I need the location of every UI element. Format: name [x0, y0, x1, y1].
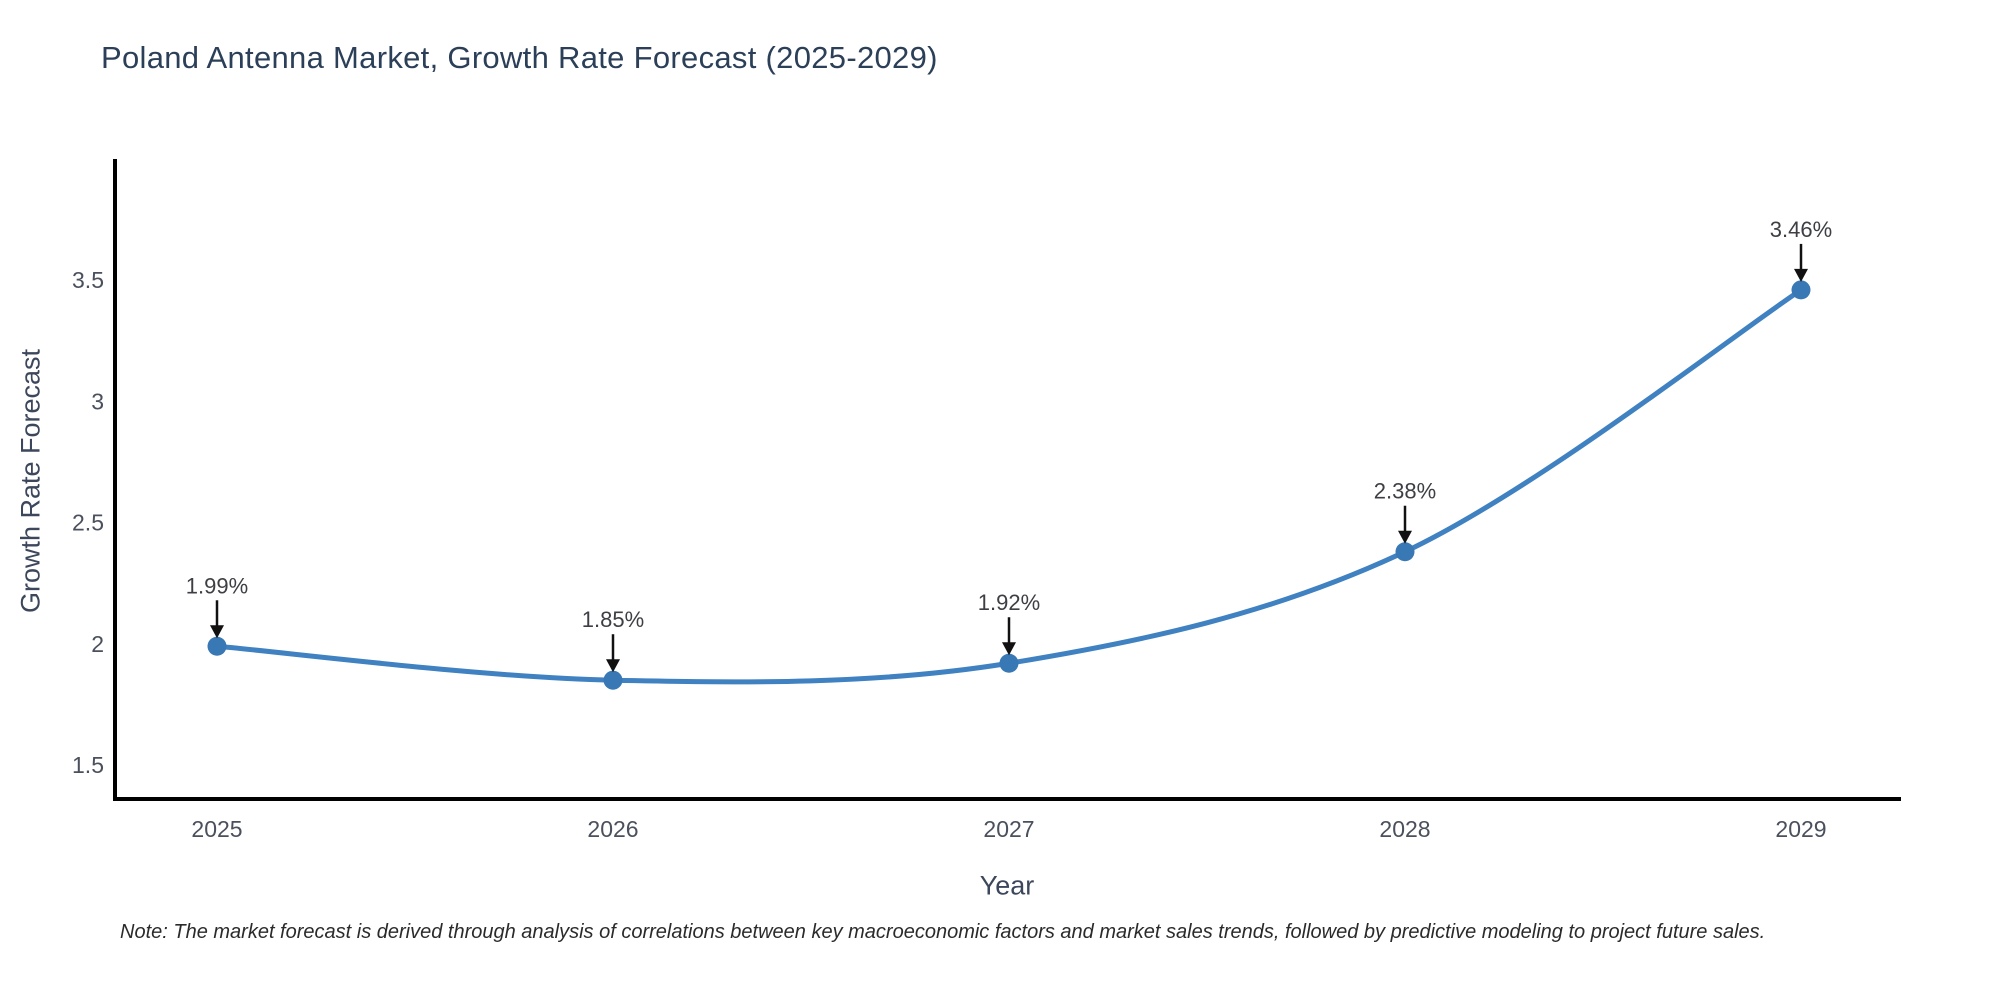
- series-line: [214, 287, 1804, 685]
- chart-title: Poland Antenna Market, Growth Rate Forec…: [101, 40, 938, 75]
- x-tick-label: 2029: [1775, 816, 1826, 842]
- annotation-arrowhead: [606, 659, 620, 673]
- annotation-label: 2.38%: [1374, 479, 1436, 504]
- annotation-arrowhead: [1398, 530, 1412, 544]
- data-point-marker: [603, 670, 623, 690]
- annotation-arrowhead: [1002, 642, 1016, 656]
- x-tick-label: 2027: [983, 816, 1034, 842]
- data-point-marker: [1791, 280, 1811, 300]
- x-axis-title: Year: [979, 870, 1035, 901]
- footnote: Note: The market forecast is derived thr…: [120, 921, 1766, 943]
- y-tick-label: 3: [91, 388, 104, 414]
- y-tick-label: 2: [91, 631, 104, 657]
- data-point-marker: [207, 636, 227, 656]
- annotation-label: 3.46%: [1770, 217, 1832, 242]
- x-tick-label: 2028: [1379, 816, 1430, 842]
- y-axis-title: Growth Rate Forecast: [15, 348, 46, 614]
- data-point-marker: [1395, 542, 1415, 562]
- annotation-label: 1.99%: [186, 573, 248, 598]
- y-tick-label: 3.5: [72, 267, 104, 293]
- x-tick-label: 2026: [587, 816, 638, 842]
- annotation-arrowhead: [1794, 268, 1808, 282]
- y-tick-label: 2.5: [72, 510, 104, 536]
- annotation-label: 1.92%: [978, 590, 1040, 615]
- data-point-marker: [999, 653, 1019, 673]
- annotation-label: 1.85%: [582, 607, 644, 632]
- x-tick-label: 2025: [191, 816, 242, 842]
- annotation-arrowhead: [210, 625, 224, 639]
- y-tick-label: 1.5: [72, 752, 104, 778]
